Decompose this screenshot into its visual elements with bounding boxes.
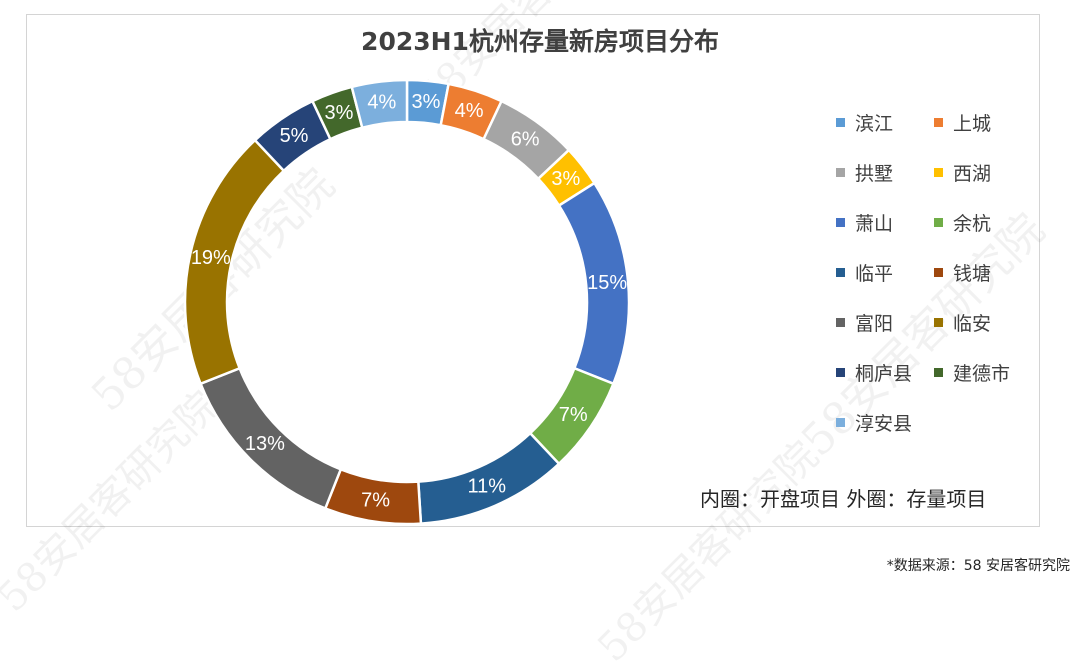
legend-swatch: [836, 117, 845, 127]
legend-swatch: [934, 167, 943, 177]
legend-label: 淳安县: [855, 412, 913, 435]
legend-label: 临平: [855, 262, 894, 285]
slice-value-label: 11%: [468, 475, 507, 497]
slice-value-label: 13%: [245, 433, 285, 455]
slice-value-label: 3%: [551, 168, 580, 190]
legend-label: 拱墅: [855, 162, 894, 185]
legend-swatch: [934, 117, 943, 127]
legend-label: 西湖: [953, 162, 992, 185]
legend-item: 上城: [934, 110, 1034, 135]
legend-label: 建德市: [953, 362, 1011, 385]
legend-label: 余杭: [953, 212, 992, 235]
legend-label: 钱塘: [953, 262, 992, 285]
legend-item: 富阳: [836, 310, 934, 335]
slice-value-label: 19%: [191, 247, 231, 269]
slice-value-label: 3%: [324, 102, 353, 124]
legend-item: 拱墅: [836, 160, 934, 185]
legend-swatch: [934, 267, 943, 277]
legend-item: 余杭: [934, 210, 1034, 235]
slice-value-label: 3%: [411, 91, 440, 113]
legend-swatch: [934, 317, 943, 327]
legend-swatch: [836, 267, 845, 277]
slice-value-label: 5%: [280, 125, 309, 147]
legend-item: 淳安县: [836, 410, 934, 435]
legend-item: 滨江: [836, 110, 934, 135]
legend-swatch: [836, 417, 845, 427]
data-source: *数据来源：58 安居客研究院: [886, 558, 1070, 574]
chart-title: 2023H1杭州存量新房项目分布: [361, 27, 719, 56]
legend-item: 建德市: [934, 360, 1034, 385]
legend-swatch: [836, 167, 845, 177]
slice-value-label: 7%: [361, 490, 390, 512]
slice-value-label: 6%: [511, 128, 540, 150]
slice-value-label: 7%: [559, 404, 588, 426]
chart-note: 内圈：开盘项目 外圈：存量项目: [700, 487, 987, 511]
legend-swatch: [934, 217, 943, 227]
legend-item: 桐庐县: [836, 360, 934, 385]
legend-swatch: [836, 367, 845, 377]
legend-item: 临安: [934, 310, 1034, 335]
donut-chart: 3% 4% 6% 3% 15% 7% 11% 7% 13% 19% 5% 3% 4%: [183, 78, 631, 526]
legend-item: 萧山: [836, 210, 934, 235]
legend-label: 上城: [953, 112, 992, 135]
legend-label: 临安: [953, 312, 992, 335]
chart-legend: 滨江 上城拱墅 西湖萧山 余杭临平 钱塘富阳 临安桐庐县 建德市淳安县: [836, 110, 1036, 435]
legend-label: 滨江: [855, 112, 894, 135]
legend-swatch: [934, 367, 943, 377]
legend-swatch: [836, 317, 845, 327]
legend-label: 萧山: [855, 212, 894, 235]
slice-value-label: 4%: [455, 100, 484, 122]
legend-label: 富阳: [855, 312, 894, 335]
slice-value-label: 15%: [587, 272, 627, 294]
legend-item: 西湖: [934, 160, 1034, 185]
legend-label: 桐庐县: [855, 362, 913, 385]
slice-value-label: 4%: [367, 92, 396, 114]
legend-swatch: [836, 217, 845, 227]
donut-slice-13: [350, 78, 409, 130]
legend-item: 临平: [836, 260, 934, 285]
legend-item: 钱塘: [934, 260, 1034, 285]
